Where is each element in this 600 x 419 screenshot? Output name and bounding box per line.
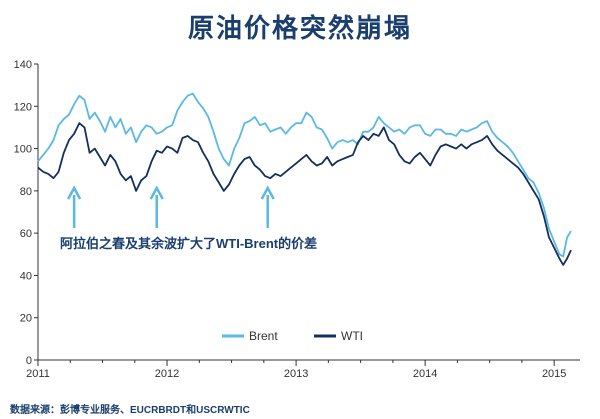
x-tick-label: 2015 — [542, 368, 566, 380]
series-layer — [37, 92, 572, 266]
x-tick-label: 2012 — [155, 368, 179, 380]
y-tick-label: 100 — [14, 144, 32, 156]
annotation-arrow-head — [260, 185, 275, 200]
annotation-arrow-head — [67, 185, 82, 200]
legend-wti-label: WTI — [341, 329, 363, 343]
x-tick-label: 2014 — [413, 368, 437, 380]
annotation-layer: 阿拉伯之春及其余波扩大了WTI-Brent的价差 — [60, 185, 317, 251]
y-tick-label: 80 — [20, 186, 32, 198]
annotation-arrow-head — [149, 185, 164, 200]
y-tick-label: 120 — [14, 101, 32, 113]
y-tick-label: 0 — [26, 355, 32, 367]
x-tick-label: 2011 — [26, 368, 50, 380]
chart-legend: Brent WTI — [222, 329, 363, 343]
legend-brent-label: Brent — [249, 329, 278, 343]
y-tick-label: 20 — [20, 313, 32, 325]
chart-title: 原油价格突然崩塌 — [187, 13, 412, 43]
chart-axes: 0 20 40 60 80 100 120 140 2011 2012 2013 2014 2015 — [14, 59, 580, 380]
series-line-brent — [37, 92, 572, 258]
series-line-wti — [37, 122, 572, 266]
annotation-text: 阿拉伯之春及其余波扩大了WTI-Brent的价差 — [60, 236, 317, 251]
y-tick-label: 60 — [20, 228, 32, 240]
x-tick-label: 2013 — [284, 368, 308, 380]
source-note: 数据来源：彭博专业服务、EUCRBRDT和USCRWTIC — [10, 405, 250, 416]
y-tick-label: 140 — [14, 59, 32, 71]
y-tick-label: 40 — [20, 270, 32, 282]
